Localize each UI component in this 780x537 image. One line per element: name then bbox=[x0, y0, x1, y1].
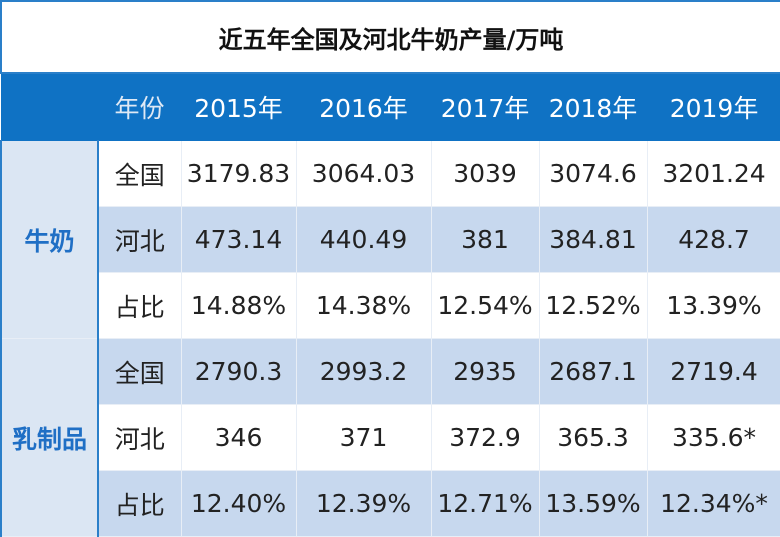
data-row: 牛奶 全国 3179.83 3064.03 3039 3074.6 3201.24 bbox=[0, 140, 780, 339]
row-label: 占比 bbox=[97, 272, 182, 339]
table-title: 近五年全国及河北牛奶产量/万吨 bbox=[0, 0, 780, 74]
cell-value: 346 bbox=[180, 404, 297, 471]
cell-value: 381 bbox=[430, 206, 540, 273]
data-row: 乳制品 全国 2790.3 2993.2 2935 2687.1 2719.4 bbox=[0, 338, 780, 537]
cell-value: 12.40% bbox=[180, 470, 297, 537]
cell-value: 12.39% bbox=[295, 470, 432, 537]
cell-value: 14.88% bbox=[180, 272, 297, 339]
group-label: 乳制品 bbox=[0, 338, 99, 537]
cell-value: 2687.1 bbox=[538, 338, 648, 405]
cell-value: 13.59% bbox=[538, 470, 648, 537]
data-row: 占比 12.40% 12.39% 12.71% 13.59% 12.34%* bbox=[1, 470, 780, 537]
cell-value: 3039 bbox=[430, 140, 540, 207]
header-cell: 2016年 bbox=[295, 72, 432, 141]
data-row: 河北 346 371 372.9 365.3 335.6* bbox=[1, 404, 780, 471]
cell-value: 3201.24 bbox=[646, 140, 780, 207]
cell-value: 384.81 bbox=[538, 206, 648, 273]
row-label: 河北 bbox=[97, 206, 182, 273]
cell-value: 473.14 bbox=[180, 206, 297, 273]
cell-value: 12.71% bbox=[430, 470, 540, 537]
row-label: 占比 bbox=[97, 470, 182, 537]
cell-value: 14.38% bbox=[295, 272, 432, 339]
cell-value: 2935 bbox=[430, 338, 540, 405]
row-label: 全国 bbox=[97, 140, 182, 207]
cell-value: 2790.3 bbox=[180, 338, 297, 405]
header-blank bbox=[0, 72, 99, 141]
cell-value: 371 bbox=[295, 404, 432, 471]
header-cell: 年份 bbox=[97, 72, 182, 141]
cell-value: 428.7 bbox=[646, 206, 780, 273]
cell-value: 440.49 bbox=[295, 206, 432, 273]
header-cell: 2015年 bbox=[180, 72, 297, 141]
cell-value: 335.6* bbox=[646, 404, 780, 471]
cell-value: 2993.2 bbox=[295, 338, 432, 405]
row-label: 河北 bbox=[97, 404, 182, 471]
cell-value: 12.52% bbox=[538, 272, 648, 339]
data-row: 河北 473.14 440.49 381 384.81 428.7 bbox=[1, 206, 780, 273]
header-cell: 2017年 bbox=[430, 72, 540, 141]
row-label: 全国 bbox=[97, 338, 182, 405]
header-row: 年份 2015年 2016年 2017年 2018年 2019年 bbox=[0, 72, 780, 141]
cell-value: 12.54% bbox=[430, 272, 540, 339]
cell-value: 3074.6 bbox=[538, 140, 648, 207]
cell-value: 13.39% bbox=[646, 272, 780, 339]
cell-value: 3064.03 bbox=[295, 140, 432, 207]
data-row: 占比 14.88% 14.38% 12.54% 12.52% 13.39% bbox=[1, 272, 780, 339]
cell-value: 12.34%* bbox=[646, 470, 780, 537]
header-cell: 2018年 bbox=[538, 72, 648, 141]
cell-value: 3179.83 bbox=[180, 140, 297, 207]
group-label: 牛奶 bbox=[0, 140, 99, 339]
header-cell: 2019年 bbox=[646, 72, 780, 141]
cell-value: 2719.4 bbox=[646, 338, 780, 405]
cell-value: 372.9 bbox=[430, 404, 540, 471]
cell-value: 365.3 bbox=[538, 404, 648, 471]
